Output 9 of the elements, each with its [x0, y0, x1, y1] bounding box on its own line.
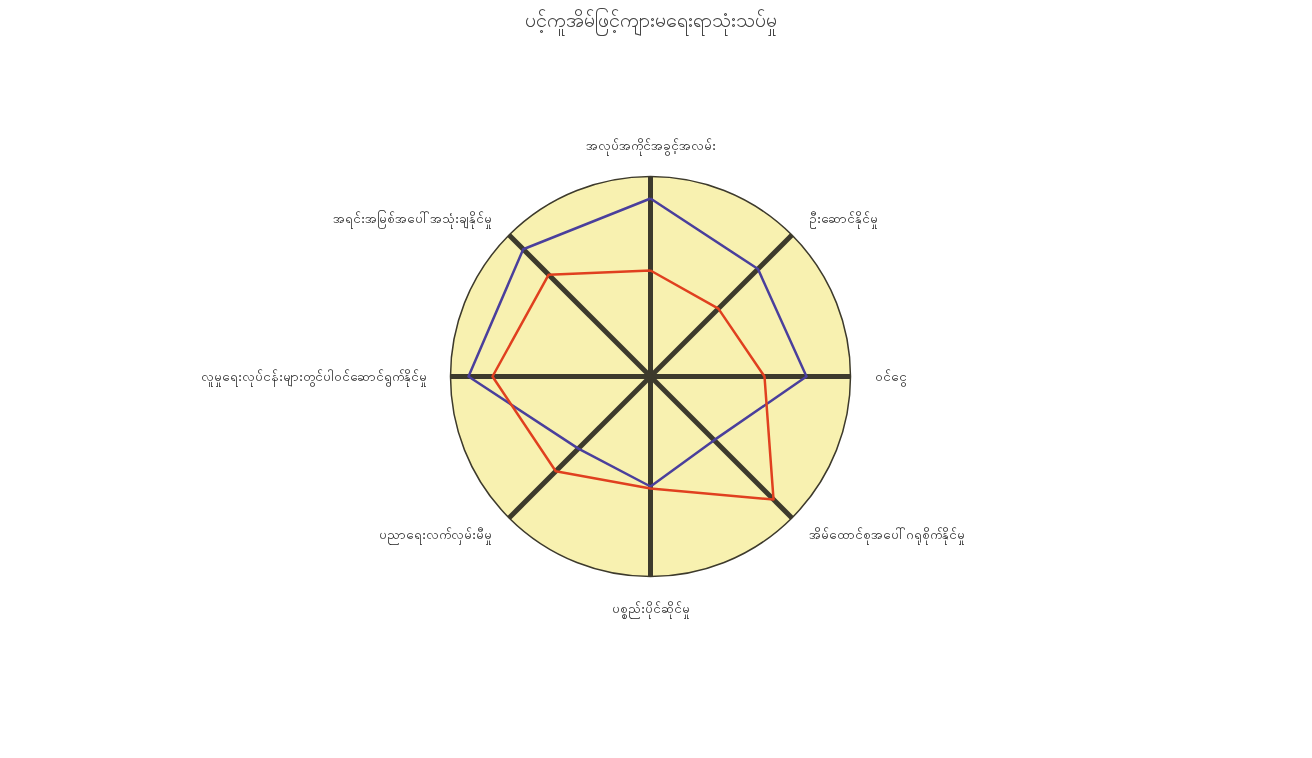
spoke-label: ဝင်ငွေ — [874, 369, 907, 387]
spoke-label: ဦးဆောင်နိုင်မှု — [808, 210, 878, 229]
chart-title: ပင့်ကူအိမ်ဖြင့်ကျားမရေးရာသုံးသပ်မှု — [524, 7, 777, 36]
spoke-label: အရင်းအမြစ်အပေါ်အသုံးချနိုင်မှု — [333, 209, 493, 229]
spoke-label: လူမှုရေးလုပ်ငန်းများတွင်ပါဝင်ဆောင်ရွက်နိုင်မှု — [200, 369, 427, 387]
spoke-label: ပညာရေးလက်လှမ်းမီမှု — [379, 527, 493, 546]
spoke-label: အိမ်ထောင်စုအပေါ်ဂရုစိုက်နိုင်မှု — [808, 527, 965, 546]
spoke-label: အလုပ်အကိုင်အခွင့်အလမ်း — [585, 137, 716, 156]
spoke-label: ပစ္စည်းပိုင်ဆိုင်မှု — [611, 600, 690, 619]
